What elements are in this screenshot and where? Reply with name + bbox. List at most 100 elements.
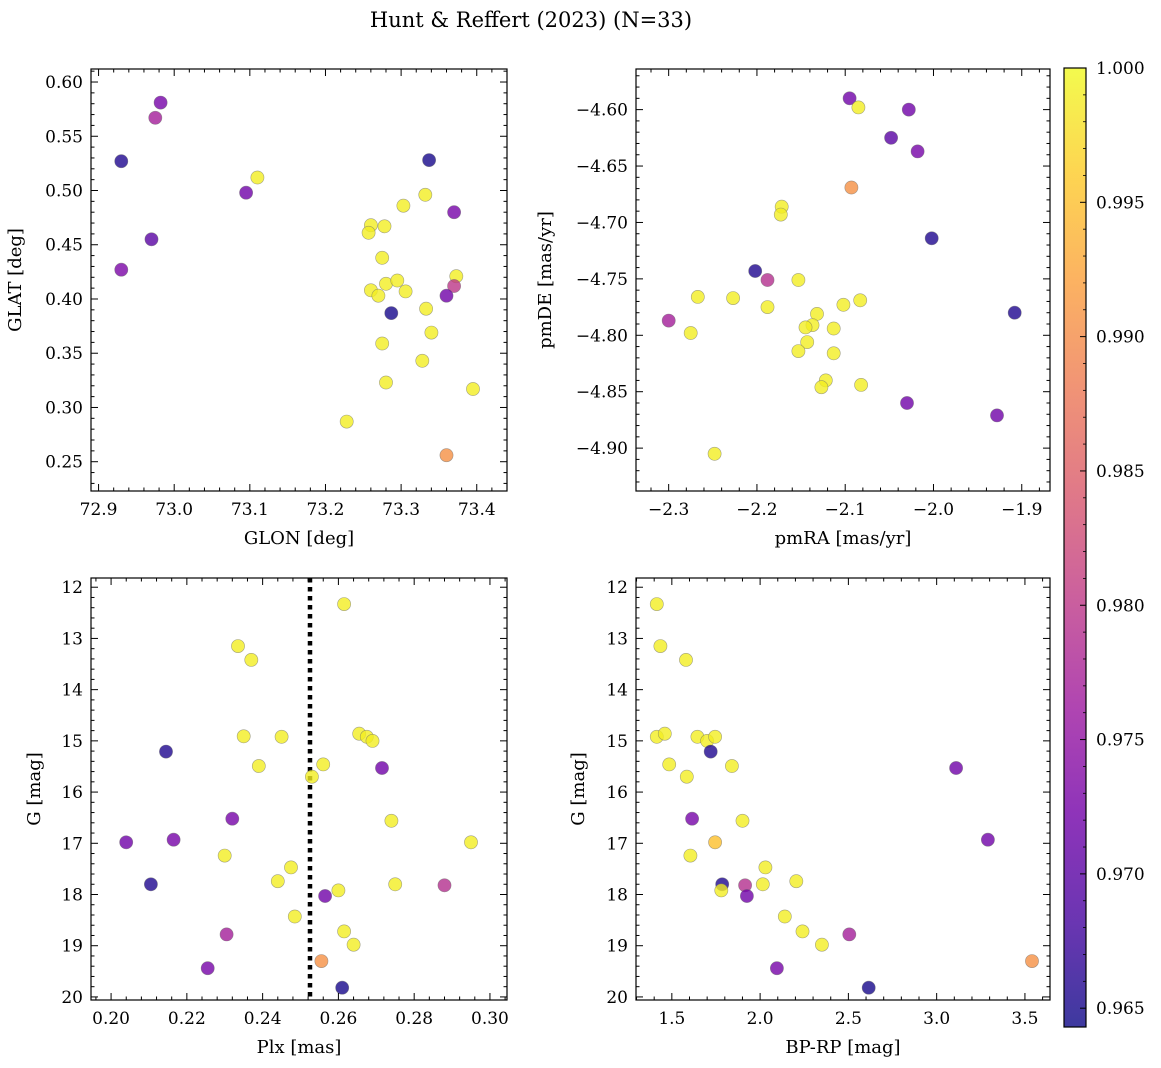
y-tick-label: 19 <box>606 937 628 957</box>
data-point <box>388 877 403 892</box>
data-point <box>725 759 739 773</box>
data-point <box>661 313 676 328</box>
colorbar-tick-label: 0.980 <box>1096 596 1145 616</box>
data-point <box>760 300 775 314</box>
panel-plx-g: 0.20 0.22 0.24 0.26 0.28 0.30 12 13 14 15 16 17 18 19… <box>24 577 509 1058</box>
data-point <box>735 813 750 828</box>
data-point <box>773 207 788 222</box>
colorbar-tick-label: 0.995 <box>1096 193 1145 213</box>
y-tick-label: 20 <box>61 988 83 1008</box>
colorbar-tick-label: 0.975 <box>1096 731 1145 751</box>
y-tick-label: 0.30 <box>45 398 83 418</box>
data-point <box>365 734 380 748</box>
data-point <box>304 769 319 784</box>
x-axis-label: Plx [mas] <box>257 1037 342 1058</box>
colorbar-tick-label: 1.000 <box>1096 59 1145 79</box>
data-point <box>437 878 452 893</box>
y-tick-label: 0.40 <box>45 290 83 310</box>
data-point <box>331 883 346 898</box>
axes-frame <box>635 68 1051 492</box>
y-axis-label: G [mag] <box>24 752 45 825</box>
data-point <box>270 874 285 889</box>
x-tick-label: 3.0 <box>923 1009 950 1029</box>
data-point <box>447 205 461 220</box>
data-point <box>335 980 350 995</box>
y-tick-label: −4.60 <box>576 101 628 121</box>
y-tick-label: −4.70 <box>576 213 628 233</box>
y-tick-label: 12 <box>606 578 628 598</box>
data-point <box>375 336 390 351</box>
data-point <box>861 980 876 995</box>
x-tick-label: 0.30 <box>471 1009 509 1029</box>
data-point <box>346 937 361 952</box>
data-point <box>814 380 829 395</box>
data-point <box>337 597 351 611</box>
data-point <box>464 835 478 850</box>
x-tick-label: 2.5 <box>835 1009 862 1029</box>
panel-glon-glat: 72.9 73.0 73.1 73.2 73.3 73.4 0.25 0.30 0.35 0.40… <box>5 68 508 549</box>
y-tick-label: −4.65 <box>576 157 628 177</box>
axes-frame <box>90 68 508 492</box>
data-point <box>949 761 963 775</box>
data-point <box>200 961 215 976</box>
scatter-points <box>114 95 480 463</box>
data-point <box>726 291 740 305</box>
y-tick-label: 13 <box>606 629 628 649</box>
y-axis-label: G [mag] <box>568 752 589 825</box>
x-tick-label: 73.0 <box>155 500 193 520</box>
data-point <box>708 729 722 744</box>
data-point <box>318 889 332 903</box>
panel-bprp-g: 1.5 2.0 2.5 3.0 3.5 12 13 14 15 16 17 18 19 20 BP-RP [… <box>568 577 1051 1058</box>
x-tick-label: 73.1 <box>231 500 269 520</box>
data-point <box>390 273 405 288</box>
data-point <box>836 297 851 312</box>
data-point <box>371 288 386 303</box>
data-point <box>851 100 866 115</box>
y-tick-label: 0.55 <box>45 127 83 147</box>
data-point <box>447 279 461 293</box>
x-tick-label: −1.9 <box>1001 500 1042 520</box>
y-tick-label: 17 <box>61 834 83 854</box>
data-point <box>901 102 916 117</box>
x-tick-label: 3.5 <box>1011 1009 1038 1029</box>
data-point <box>314 954 329 968</box>
data-point <box>1025 954 1039 968</box>
data-point <box>377 219 392 234</box>
data-point <box>144 232 159 247</box>
y-tick-label: 12 <box>61 578 83 598</box>
data-point <box>748 264 763 278</box>
data-point <box>755 877 770 892</box>
y-tick-label: 0.45 <box>45 236 83 256</box>
data-point <box>418 187 433 202</box>
data-point <box>384 306 399 320</box>
data-point <box>842 927 857 942</box>
data-point <box>375 250 390 265</box>
y-tick-label: 16 <box>61 783 83 803</box>
x-tick-label: −2.3 <box>648 500 689 520</box>
y-axis-label: pmDE [mas/yr] <box>535 211 556 349</box>
colorbar-gradient <box>1063 67 1087 1028</box>
x-tick-label: 0.20 <box>92 1009 130 1029</box>
data-point <box>274 729 289 744</box>
data-point <box>740 889 754 903</box>
data-point <box>789 874 804 889</box>
data-point <box>910 144 925 159</box>
data-point <box>284 860 298 875</box>
x-tick-label: 2.0 <box>747 1009 774 1029</box>
y-tick-label: 13 <box>61 629 83 649</box>
x-tick-label: 0.28 <box>395 1009 433 1029</box>
colorbar: 0.965 0.970 0.975 0.980 0.985 0.990 0.995 1.000 <box>1063 59 1145 1028</box>
data-point <box>842 91 857 106</box>
data-point <box>339 414 354 429</box>
data-point <box>791 344 806 358</box>
data-point <box>153 95 168 110</box>
y-tick-label: −4.85 <box>576 383 628 403</box>
ticks <box>91 69 508 491</box>
scatter-points <box>661 91 1022 461</box>
data-point <box>239 185 253 200</box>
data-point <box>217 848 232 863</box>
panels: 72.9 73.0 73.1 73.2 73.3 73.4 0.25 0.30 0.35 0.40… <box>5 68 1051 1058</box>
axes-frame <box>635 577 1051 1001</box>
x-tick-label: −2.2 <box>736 500 777 520</box>
